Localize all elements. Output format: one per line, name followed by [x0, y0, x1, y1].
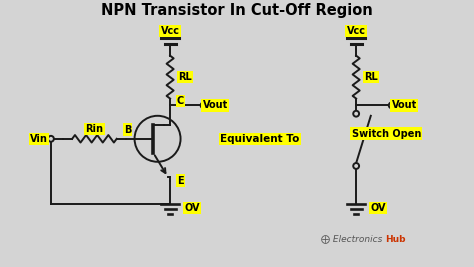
Text: C: C — [177, 96, 184, 106]
Text: RL: RL — [178, 72, 191, 82]
Circle shape — [353, 111, 359, 117]
Title: NPN Transistor In Cut-Off Region: NPN Transistor In Cut-Off Region — [101, 3, 373, 18]
Circle shape — [201, 103, 207, 108]
Text: Equivalent To: Equivalent To — [220, 134, 300, 144]
Text: E: E — [177, 176, 184, 186]
Text: OV: OV — [184, 203, 200, 213]
Text: B: B — [124, 125, 131, 135]
Text: RL: RL — [364, 72, 378, 82]
Text: Vout: Vout — [392, 100, 417, 110]
Text: OV: OV — [370, 203, 386, 213]
Text: Vcc: Vcc — [346, 26, 365, 36]
Text: Switch Open: Switch Open — [352, 129, 421, 139]
Text: Vin: Vin — [30, 134, 48, 144]
Text: ⨁ Electronics: ⨁ Electronics — [320, 235, 385, 244]
Text: Vout: Vout — [202, 100, 228, 110]
Text: Vcc: Vcc — [161, 26, 180, 36]
Circle shape — [389, 103, 395, 108]
Circle shape — [48, 136, 54, 142]
Text: Rin: Rin — [85, 124, 103, 134]
Text: Hub: Hub — [385, 235, 406, 244]
Circle shape — [353, 163, 359, 169]
